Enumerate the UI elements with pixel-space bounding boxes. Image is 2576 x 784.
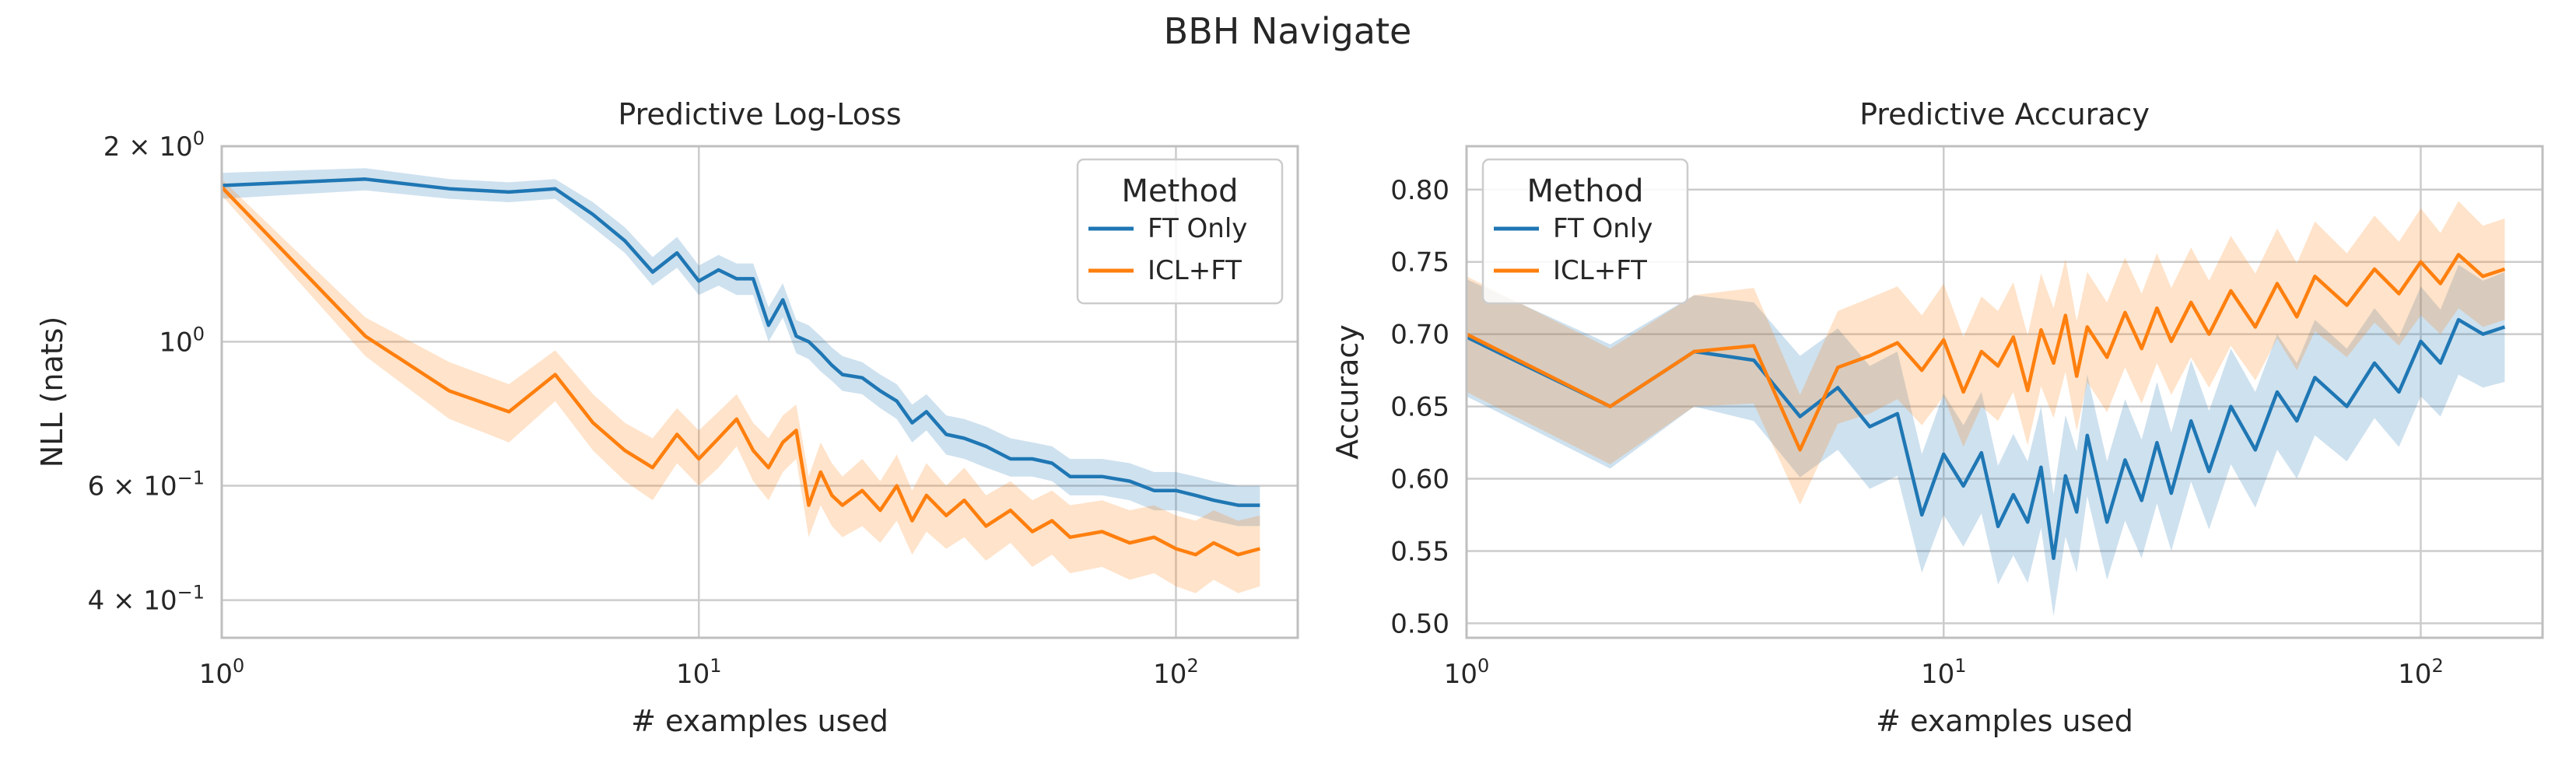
panel-log-loss: Predictive Log-Loss # examples used NLL (n… [35,97,1299,738]
legend-label: ICL+FT [1148,255,1242,286]
x-tick-label: 101 [676,655,722,690]
legend-label: ICL+FT [1553,255,1647,286]
plot-frame [220,145,1299,639]
y-tick-label: 0.65 [1390,392,1449,423]
legend-box [1481,158,1689,305]
y-tick-label: 0.55 [1390,536,1449,567]
y-axis-label: Accuracy [1330,324,1365,460]
y-tick-label: 2 × 100 [103,128,205,163]
series-line-icl-ft [220,186,1260,557]
y-axis-label: NLL (nats) [35,317,69,468]
series-line-ft-only [221,177,1260,507]
y-tick-label: 6 × 10−1 [88,467,205,502]
y-tick-label: 0.50 [1390,608,1449,639]
x-tick-label: 100 [1444,655,1490,690]
y-tick-label: 0.70 [1390,320,1449,351]
y-tick-label: 0.60 [1390,464,1449,495]
series-line-ft-only [1466,317,2506,561]
x-tick-label: 102 [1153,655,1199,690]
figure-suptitle: BBH Navigate [1164,10,1412,52]
plot-frame [1465,145,2544,639]
legend-title: Method [1526,173,1643,209]
x-tick-label: 100 [199,655,245,690]
x-tick-label: 102 [2398,655,2444,690]
legend-title: Method [1121,173,1238,209]
legend-label: FT Only [1553,213,1652,244]
legend-label: FT Only [1148,213,1247,244]
legend-box [1076,158,1284,305]
y-tick-label: 100 [159,323,205,358]
y-tick-label: 4 × 10−1 [88,582,205,617]
x-tick-label: 101 [1921,655,1967,690]
legend: Method FT Only ICL+FT [1076,158,1284,305]
confidence-band-ft-only [222,168,1260,527]
panel-accuracy: Predictive Accuracy # examples used Accura… [1330,97,2544,738]
confidence-band-icl-ft [222,179,1260,593]
x-axis-label: # examples used [1876,704,2133,738]
panel-title: Predictive Log-Loss [618,97,901,131]
y-tick-label: 0.75 [1390,247,1449,278]
legend: Method FT Only ICL+FT [1481,158,1689,305]
y-tick-label: 0.80 [1390,175,1449,206]
series-line-icl-ft [1465,253,2506,452]
panel-title: Predictive Accuracy [1859,97,2150,131]
confidence-band-ft-only [1467,264,2505,617]
x-axis-label: # examples used [631,704,888,738]
